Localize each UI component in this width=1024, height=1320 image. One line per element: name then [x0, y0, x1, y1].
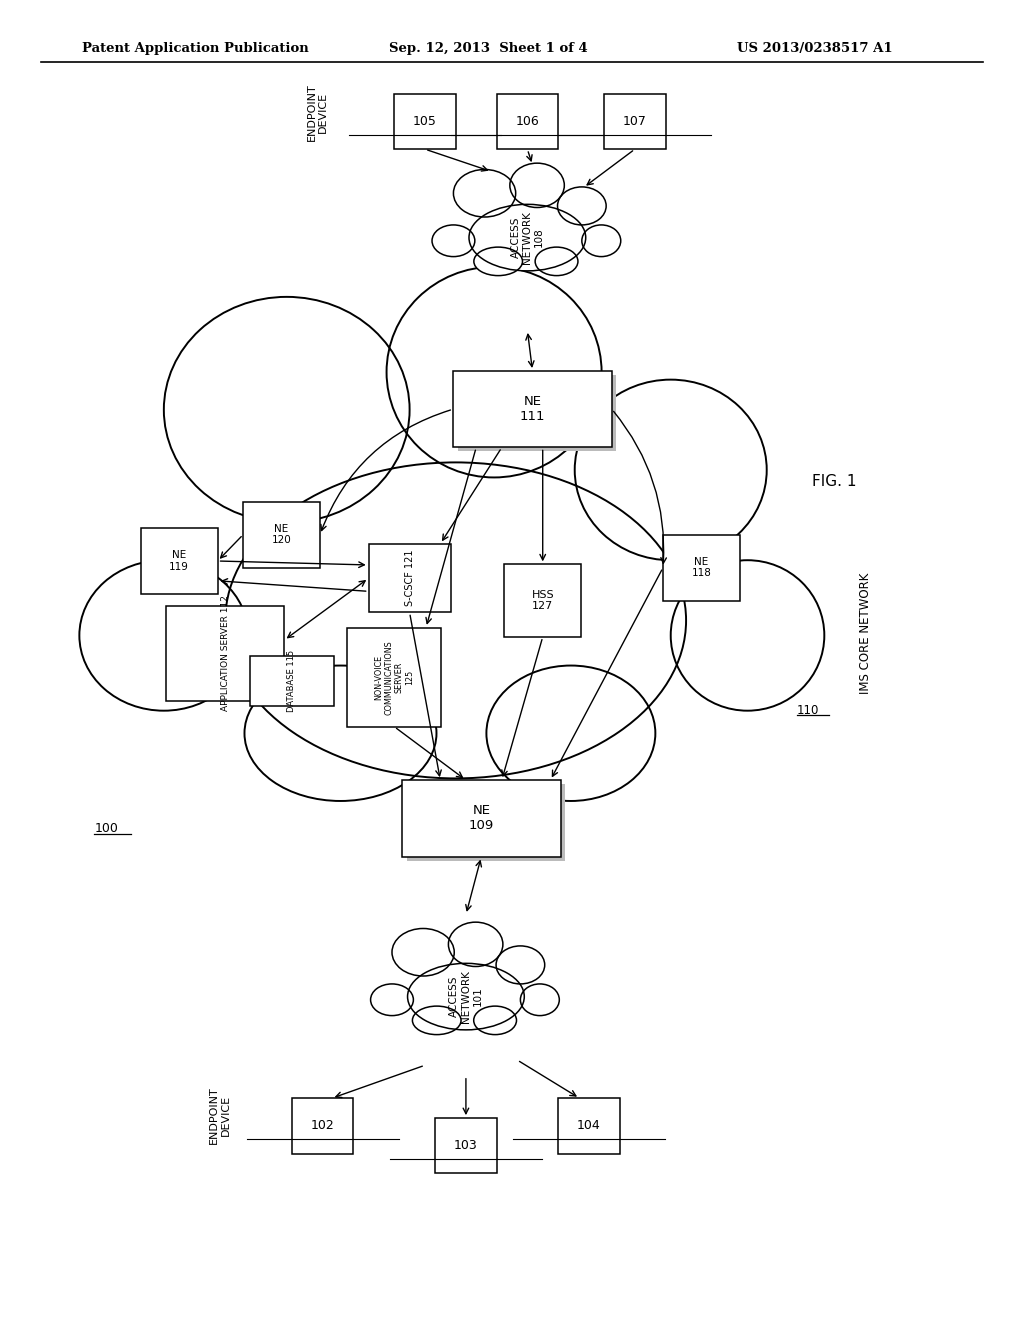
Text: NE
118: NE 118 — [691, 557, 712, 578]
Text: NON-VOICE
COMMUNICATIONS
SERVER
125: NON-VOICE COMMUNICATIONS SERVER 125 — [374, 640, 415, 714]
FancyBboxPatch shape — [347, 628, 441, 726]
Ellipse shape — [582, 224, 621, 256]
Text: NE
119: NE 119 — [169, 550, 189, 572]
FancyBboxPatch shape — [140, 528, 217, 594]
Ellipse shape — [371, 983, 414, 1015]
FancyBboxPatch shape — [250, 656, 334, 706]
Ellipse shape — [408, 964, 524, 1030]
FancyBboxPatch shape — [166, 606, 285, 701]
Text: ACCESS
NETWORK
101: ACCESS NETWORK 101 — [450, 970, 482, 1023]
Text: NE
120: NE 120 — [271, 524, 292, 545]
Ellipse shape — [671, 560, 824, 710]
Text: 100: 100 — [94, 822, 118, 836]
Ellipse shape — [510, 164, 564, 207]
Text: ENDPOINT
DEVICE: ENDPOINT DEVICE — [209, 1086, 231, 1144]
Text: S-CSCF 121: S-CSCF 121 — [404, 550, 415, 606]
FancyBboxPatch shape — [394, 94, 456, 149]
FancyBboxPatch shape — [458, 375, 616, 451]
Ellipse shape — [164, 297, 410, 523]
Text: Sep. 12, 2013  Sheet 1 of 4: Sep. 12, 2013 Sheet 1 of 4 — [389, 42, 588, 55]
Ellipse shape — [474, 247, 522, 276]
FancyBboxPatch shape — [435, 1118, 497, 1173]
Text: 110: 110 — [797, 704, 819, 717]
FancyBboxPatch shape — [292, 1098, 353, 1154]
FancyBboxPatch shape — [407, 784, 565, 861]
Ellipse shape — [432, 224, 475, 256]
Text: 102: 102 — [310, 1119, 335, 1133]
Ellipse shape — [469, 205, 586, 271]
FancyBboxPatch shape — [497, 94, 558, 149]
Ellipse shape — [387, 267, 602, 478]
Text: US 2013/0238517 A1: US 2013/0238517 A1 — [737, 42, 893, 55]
FancyBboxPatch shape — [369, 544, 451, 612]
Text: 105: 105 — [413, 115, 437, 128]
FancyBboxPatch shape — [244, 502, 319, 568]
Ellipse shape — [474, 1006, 516, 1035]
Text: HSS
127: HSS 127 — [531, 590, 554, 611]
Ellipse shape — [245, 665, 436, 801]
Text: ENDPOINT
DEVICE: ENDPOINT DEVICE — [306, 83, 329, 141]
Ellipse shape — [496, 946, 545, 983]
Ellipse shape — [454, 169, 516, 216]
Ellipse shape — [486, 665, 655, 801]
FancyBboxPatch shape — [505, 564, 582, 636]
FancyBboxPatch shape — [558, 1098, 620, 1154]
FancyBboxPatch shape — [604, 94, 666, 149]
Ellipse shape — [449, 923, 503, 966]
Text: DATABASE 115: DATABASE 115 — [288, 649, 296, 713]
Text: APPLICATION SERVER 112: APPLICATION SERVER 112 — [221, 595, 229, 711]
Text: NE
109: NE 109 — [469, 804, 494, 833]
Ellipse shape — [79, 560, 248, 710]
Text: 107: 107 — [623, 115, 647, 128]
FancyBboxPatch shape — [401, 780, 561, 857]
Text: NE
111: NE 111 — [520, 395, 545, 424]
Ellipse shape — [574, 380, 767, 560]
Ellipse shape — [413, 1006, 461, 1035]
Ellipse shape — [392, 928, 455, 975]
Ellipse shape — [557, 187, 606, 224]
Text: IMS CORE NETWORK: IMS CORE NETWORK — [859, 573, 871, 694]
Text: ACCESS
NETWORK
108: ACCESS NETWORK 108 — [511, 211, 544, 264]
Text: 103: 103 — [454, 1139, 478, 1152]
Text: 104: 104 — [577, 1119, 601, 1133]
Text: FIG. 1: FIG. 1 — [812, 474, 857, 490]
Ellipse shape — [225, 462, 686, 779]
FancyBboxPatch shape — [664, 535, 739, 601]
Text: 106: 106 — [515, 115, 540, 128]
Text: Patent Application Publication: Patent Application Publication — [82, 42, 308, 55]
FancyBboxPatch shape — [453, 371, 612, 447]
Ellipse shape — [520, 983, 559, 1015]
Ellipse shape — [536, 247, 578, 276]
